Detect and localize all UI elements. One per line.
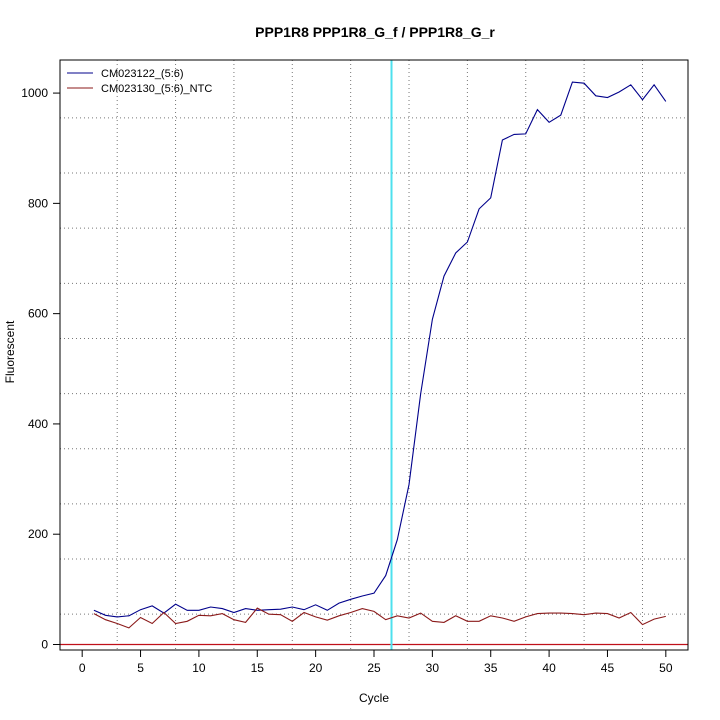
x-tick-label: 25 bbox=[367, 661, 381, 675]
grid-lines bbox=[60, 60, 688, 650]
series-line-1 bbox=[93, 81, 667, 618]
chart-title: PPP1R8 PPP1R8_G_f / PPP1R8_G_r bbox=[255, 24, 495, 40]
y-tick-label: 200 bbox=[28, 527, 48, 541]
legend-label-2: CM023130_(5:6)_NTC bbox=[101, 83, 212, 95]
x-tick-label: 5 bbox=[137, 661, 144, 675]
y-tick-label: 800 bbox=[28, 196, 48, 210]
reference-lines bbox=[60, 60, 688, 650]
y-tick-label: 0 bbox=[41, 637, 48, 651]
x-tick-label: 10 bbox=[192, 661, 206, 675]
y-tick-label: 600 bbox=[28, 307, 48, 321]
x-tick-label: 30 bbox=[426, 661, 440, 675]
x-tick-label: 15 bbox=[251, 661, 265, 675]
legend: CM023122_(5:6) CM023130_(5:6)_NTC bbox=[67, 68, 212, 95]
legend-label-1: CM023122_(5:6) bbox=[101, 68, 184, 80]
x-tick-label: 0 bbox=[79, 661, 86, 675]
y-tick-label: 400 bbox=[28, 417, 48, 431]
series-line-2 bbox=[93, 607, 666, 629]
x-tick-label: 40 bbox=[542, 661, 556, 675]
x-tick-label: 35 bbox=[484, 661, 498, 675]
x-tick-label: 50 bbox=[659, 661, 673, 675]
axes: 0 5 10 15 20 25 30 35 40 45 50 0 200 400 600 800 1000 bbox=[21, 86, 673, 675]
data-series bbox=[93, 81, 667, 629]
y-tick-label: 1000 bbox=[21, 86, 48, 100]
y-axis-label: Fluorescent bbox=[3, 320, 17, 383]
x-tick-label: 20 bbox=[309, 661, 323, 675]
x-tick-label: 45 bbox=[601, 661, 615, 675]
plot-frame bbox=[59, 59, 689, 651]
x-axis-label: Cycle bbox=[359, 691, 389, 705]
